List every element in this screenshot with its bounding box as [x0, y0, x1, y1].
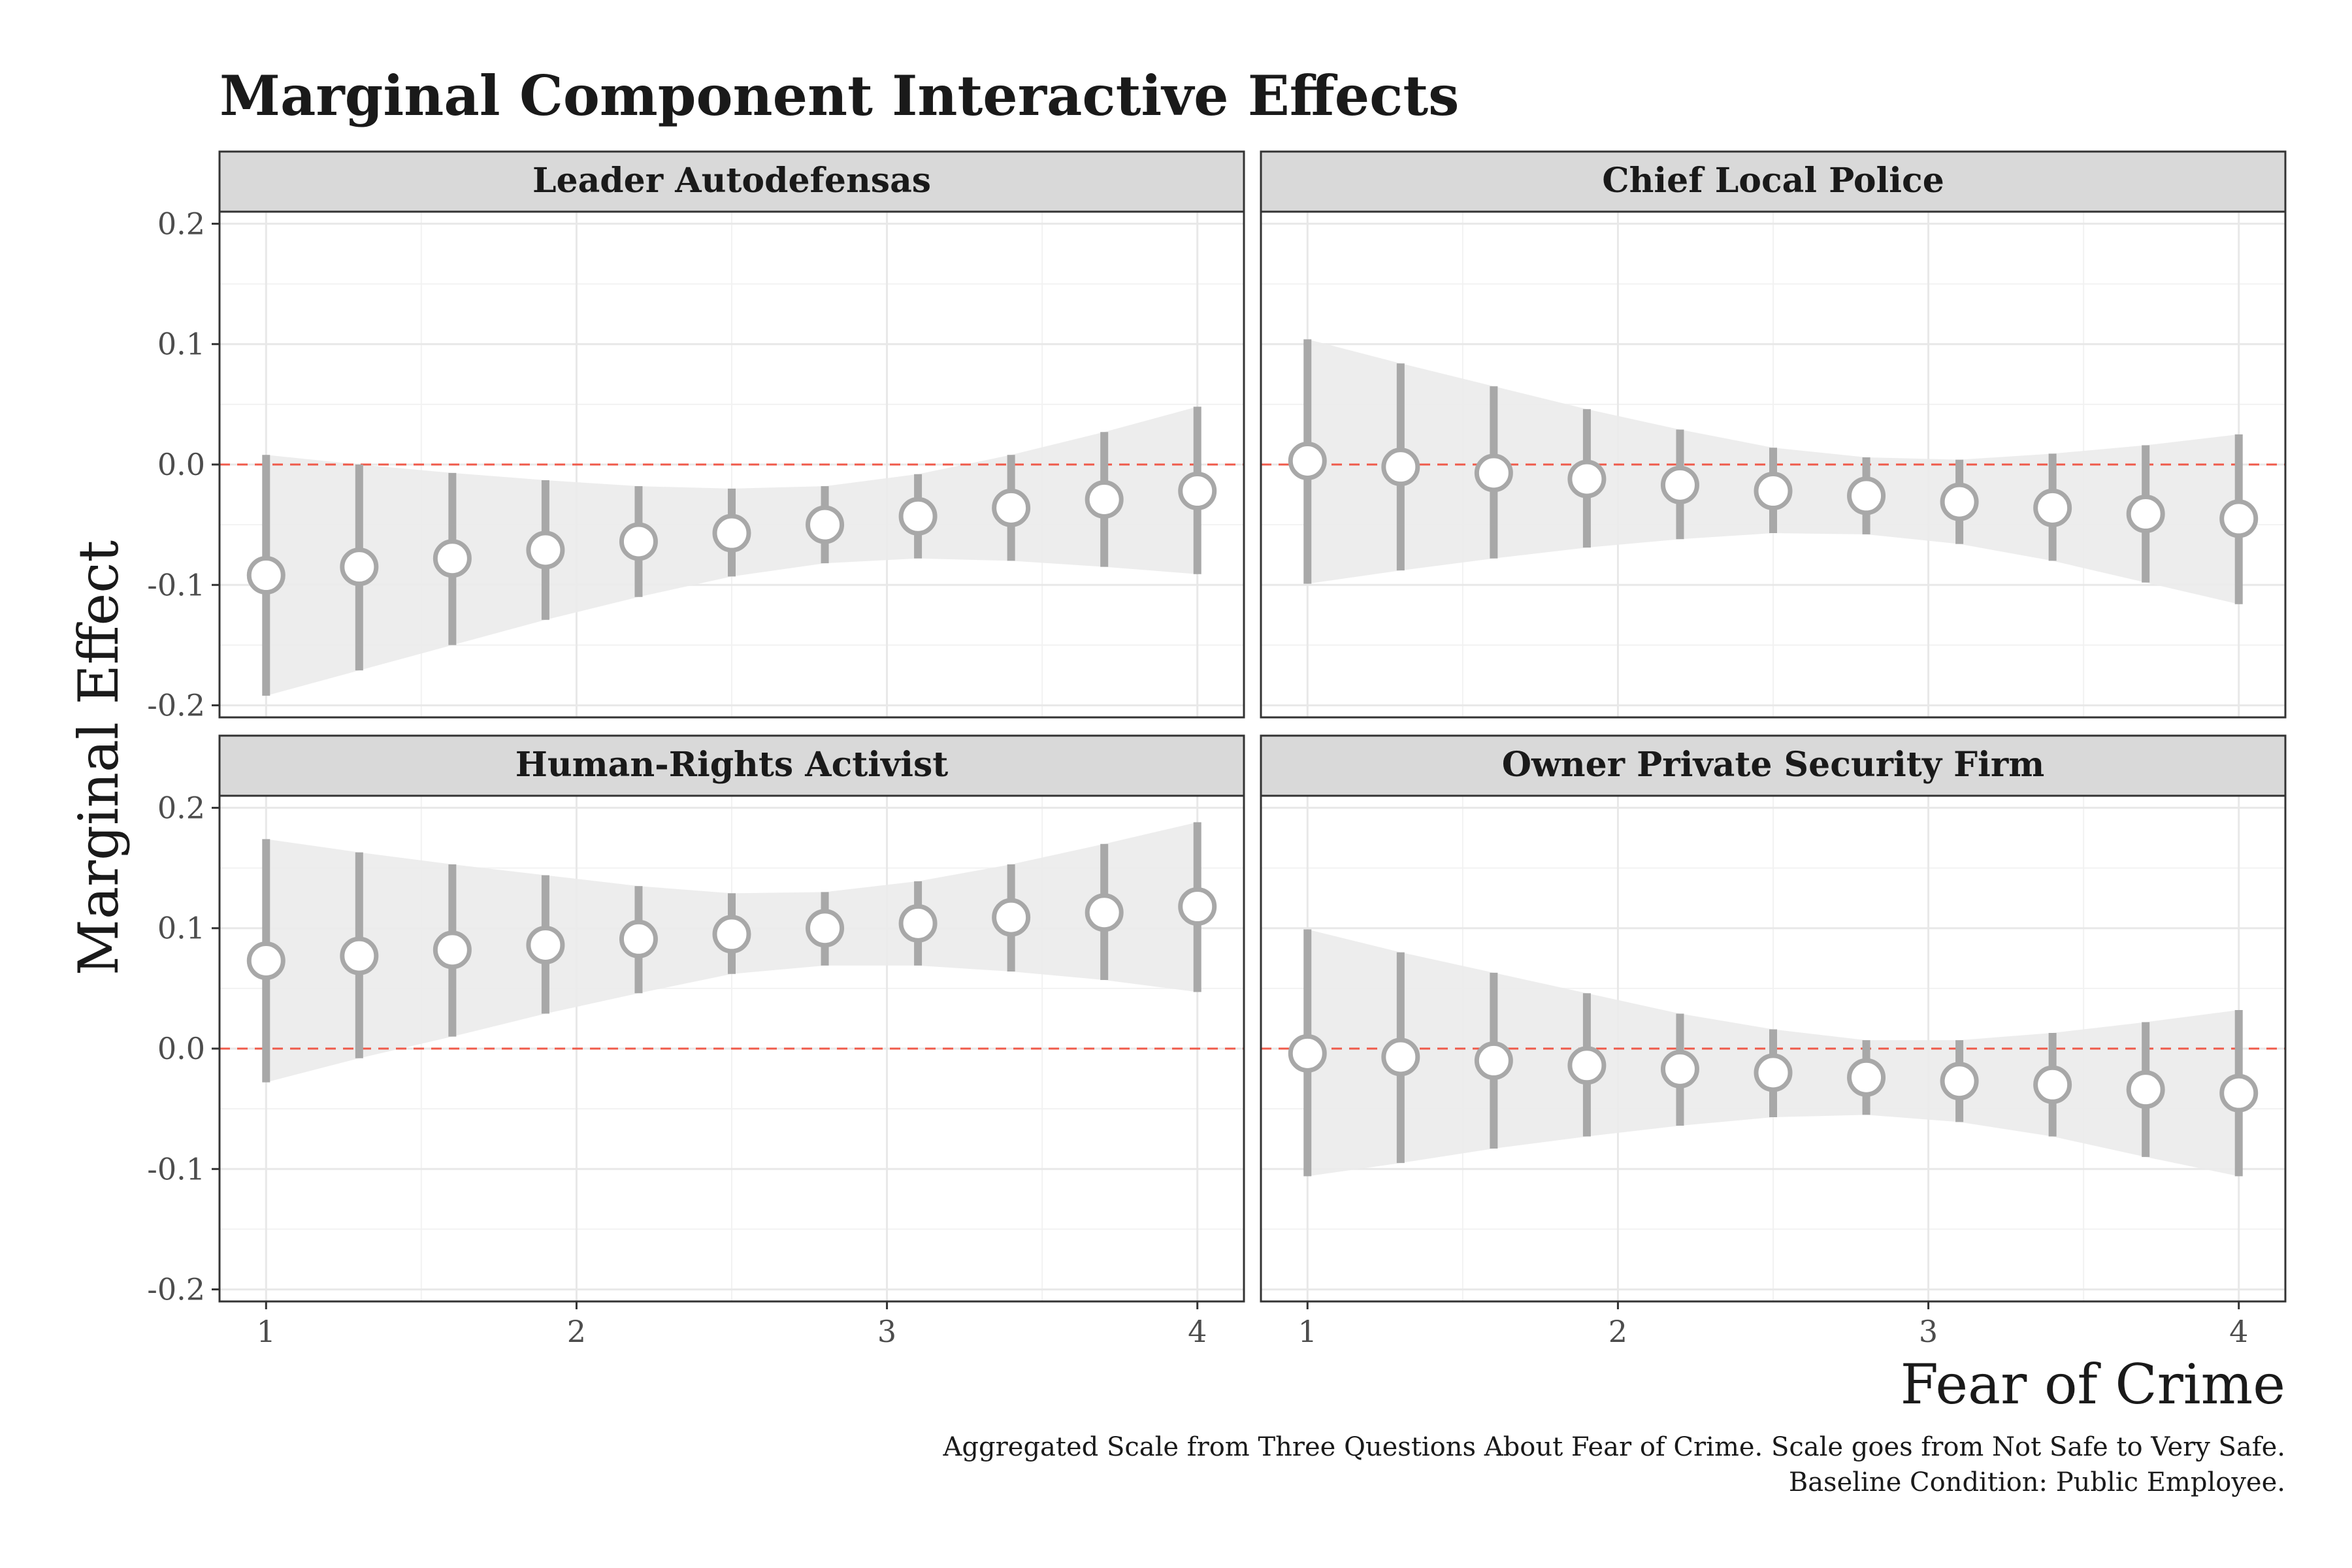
- x-tick-label: 1: [257, 1314, 276, 1349]
- facet-strip-label: Leader Autodefensas: [532, 161, 931, 201]
- estimate-point: [1178, 887, 1217, 926]
- estimate-point: [1567, 459, 1607, 498]
- estimate-point: [2219, 1073, 2259, 1113]
- facet-strip-label: Chief Local Police: [1602, 161, 1944, 201]
- facet-strip: [218, 150, 1245, 213]
- estimate-point: [619, 919, 658, 958]
- estimate-point: [1288, 1034, 1327, 1073]
- x-tick-label: 4: [1188, 1314, 1207, 1349]
- x-tick-label: 2: [1609, 1314, 1627, 1349]
- y-axis-title: Marginal Effect: [67, 540, 131, 975]
- estimate-point: [1940, 482, 1979, 521]
- y-tick-label: -0.2: [147, 688, 205, 723]
- estimate-point: [1381, 1037, 1420, 1077]
- estimate-point: [2126, 495, 2165, 534]
- estimate-point: [1754, 1053, 1793, 1092]
- estimate-point: [433, 930, 472, 970]
- estimate-point: [433, 539, 472, 578]
- panel-leader-autodefensas: Leader Autodefensas 0.2 0.1 0.0 -0.1 -0.2: [147, 150, 1245, 723]
- estimate-point: [1847, 1058, 1886, 1097]
- estimate-point: [340, 936, 379, 975]
- estimate-point: [246, 941, 286, 980]
- facet-strip-label: Human-Rights Activist: [515, 745, 949, 785]
- estimate-point: [1085, 893, 1124, 932]
- estimate-point: [1567, 1046, 1607, 1085]
- estimate-point: [340, 547, 379, 587]
- estimate-point: [1178, 472, 1217, 511]
- y-tick-label: 0.0: [157, 1031, 205, 1066]
- facet-strip: [218, 734, 1245, 797]
- estimate-point: [806, 909, 845, 948]
- estimate-point: [2219, 499, 2259, 538]
- facet-strip: [1260, 734, 2287, 797]
- facet-strip: [1260, 150, 2287, 213]
- estimate-point: [246, 556, 286, 595]
- chart-title: Marginal Component Interactive Effects: [220, 63, 1459, 128]
- panel-chief-local-police: Chief Local Police: [1260, 150, 2287, 719]
- estimate-point: [1940, 1062, 1979, 1101]
- estimate-point: [1474, 453, 1513, 493]
- estimate-point: [526, 926, 565, 965]
- estimate-point: [1381, 448, 1420, 487]
- y-tick-label: -0.1: [147, 567, 205, 602]
- estimate-point: [2033, 1065, 2072, 1104]
- estimate-point: [526, 531, 565, 570]
- estimate-point: [619, 522, 658, 561]
- estimate-point: [898, 497, 938, 536]
- y-tick-label: -0.1: [147, 1151, 205, 1186]
- y-tick-label: -0.2: [147, 1272, 205, 1307]
- estimate-point: [1660, 1049, 1699, 1088]
- estimate-point: [992, 898, 1031, 937]
- estimate-point: [898, 904, 938, 943]
- y-tick-label: 0.2: [157, 206, 205, 241]
- x-tick-label: 3: [877, 1314, 896, 1349]
- x-tick-label: 1: [1298, 1314, 1317, 1349]
- y-tick-label: 0.1: [157, 327, 205, 362]
- estimate-point: [1288, 441, 1327, 480]
- estimate-point: [712, 915, 751, 954]
- caption-line-1: Aggregated Scale from Three Questions Ab…: [943, 1432, 2285, 1462]
- panel-owner-private-security-firm: Owner Private Security Firm 1 2 3 4: [1260, 734, 2287, 1349]
- estimate-point: [1660, 465, 1699, 504]
- facet-strip-label: Owner Private Security Firm: [1502, 745, 2045, 785]
- estimate-point: [806, 505, 845, 544]
- estimate-point: [1085, 480, 1124, 519]
- x-tick-label: 4: [2229, 1314, 2248, 1349]
- estimate-point: [992, 488, 1031, 527]
- y-tick-label: 0.0: [157, 447, 205, 482]
- panel-human-rights-activist: Human-Rights Activist 0.2 0.1 0.0 -0.1 -0.2 1 2…: [147, 734, 1245, 1349]
- estimate-point: [2033, 488, 2072, 527]
- estimate-point: [2126, 1070, 2165, 1109]
- y-tick-label: 0.1: [157, 911, 205, 946]
- estimate-point: [712, 514, 751, 553]
- panels-layer: Leader Autodefensas 0.2 0.1 0.0 -0.1 -0.2 Chie…: [147, 150, 2287, 1349]
- y-tick-label: 0.2: [157, 790, 205, 825]
- x-axis-title: Fear of Crime: [1901, 1352, 2285, 1416]
- x-tick-label: 2: [567, 1314, 586, 1349]
- caption-line-2: Baseline Condition: Public Employee.: [1789, 1467, 2285, 1497]
- estimate-point: [1847, 476, 1886, 515]
- x-tick-label: 3: [1919, 1314, 1938, 1349]
- estimate-point: [1754, 472, 1793, 511]
- estimate-point: [1474, 1041, 1513, 1080]
